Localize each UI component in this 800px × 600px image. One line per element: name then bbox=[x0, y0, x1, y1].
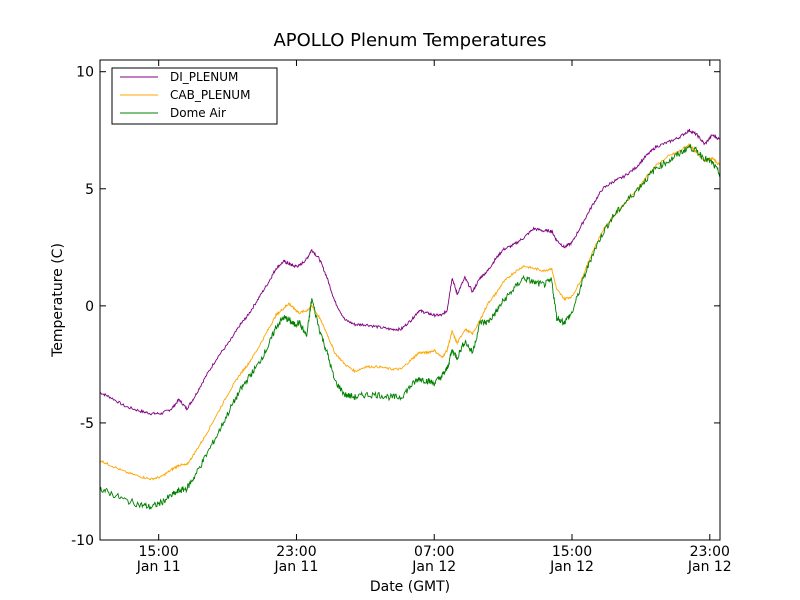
y-tick-label: 0 bbox=[85, 299, 94, 315]
legend-label-dome-air: Dome Air bbox=[170, 106, 226, 120]
legend: DI_PLENUM CAB_PLENUM Dome Air bbox=[111, 67, 278, 125]
x-tick-time-label: 23:00 bbox=[690, 544, 730, 560]
x-tick-time-label: 15:00 bbox=[139, 544, 179, 560]
series-line-cab-plenum bbox=[100, 143, 720, 481]
y-tick-label: -5 bbox=[80, 416, 94, 432]
y-tick-label: 5 bbox=[85, 182, 94, 198]
series-line-dome-air bbox=[100, 144, 720, 510]
y-tick-label: 10 bbox=[76, 65, 94, 81]
legend-label-di-plenum: DI_PLENUM bbox=[170, 70, 238, 84]
x-tick-time-label: 15:00 bbox=[552, 544, 592, 560]
y-axis-title: Temperature (C) bbox=[50, 243, 66, 358]
y-tick-label: -10 bbox=[71, 533, 94, 549]
x-axis-title: Date (GMT) bbox=[370, 579, 450, 595]
x-tick-time-label: 23:00 bbox=[276, 544, 316, 560]
x-tick-date-label: Jan 12 bbox=[687, 559, 732, 575]
legend-label-cab-plenum: CAB_PLENUM bbox=[170, 88, 250, 102]
series-line-di-plenum bbox=[100, 128, 720, 416]
x-tick-date-label: Jan 12 bbox=[411, 559, 456, 575]
x-tick-date-label: Jan 11 bbox=[136, 559, 181, 575]
plot-frame bbox=[99, 59, 721, 541]
x-tick-date-label: Jan 12 bbox=[549, 559, 594, 575]
series-layer bbox=[100, 128, 720, 510]
x-tick-time-label: 07:00 bbox=[414, 544, 454, 560]
x-tick-date-label: Jan 11 bbox=[274, 559, 319, 575]
chart-title: APOLLO Plenum Temperatures bbox=[273, 30, 546, 51]
